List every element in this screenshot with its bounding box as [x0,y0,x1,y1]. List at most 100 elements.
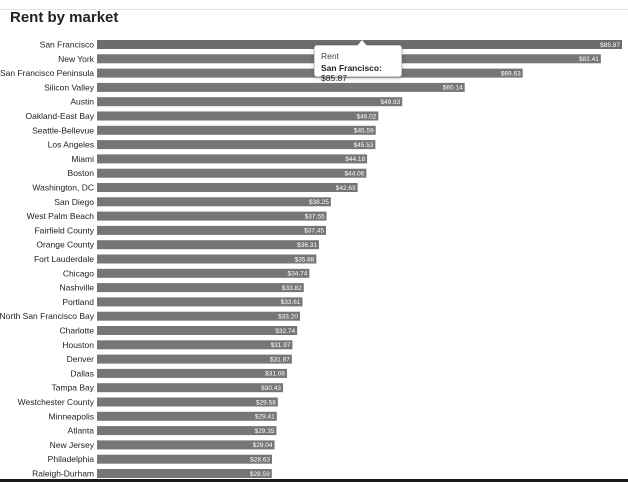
value-label-chicago: $34.74 [288,271,308,278]
category-label-silicon-valley: Silicon Valley [44,82,95,92]
bar-oakland-east-bay[interactable] [97,111,379,121]
bar-westchester-county[interactable] [97,397,278,407]
category-label-oakland-east-bay: Oakland-East Bay [25,111,94,121]
bottom-edge [0,479,628,482]
value-label-orange-county: $36.31 [297,242,317,249]
value-label-boston: $44.06 [344,171,364,178]
bar-miami[interactable] [97,154,368,164]
tooltip-caret [357,40,367,46]
bar-chicago[interactable] [97,268,310,278]
value-label-austin: $49.93 [380,99,400,106]
bar-san-diego[interactable] [97,197,331,207]
bar-west-palm-beach[interactable] [97,211,327,221]
category-label-seattle-bellevue: Seattle-Bellevue [32,125,94,135]
bar-tampa-bay[interactable] [97,383,284,393]
category-label-new-jersey: New Jersey [50,440,95,450]
category-label-san-francisco: San Francisco [40,40,95,50]
category-label-new-york: New York [58,54,95,64]
bar-atlanta[interactable] [97,426,277,436]
value-label-charlotte: $32.74 [275,328,295,335]
bar-nashville[interactable] [97,283,304,293]
category-label-orange-county: Orange County [36,240,94,250]
bar-philadelphia[interactable] [97,454,273,464]
value-label-dallas: $31.08 [265,371,285,378]
value-label-raleigh-durham: $28.59 [250,471,270,478]
category-label-westchester-county: Westchester County [18,397,95,407]
category-label-charlotte: Charlotte [60,326,95,336]
category-label-boston: Boston [68,168,95,178]
value-label-san-francisco: $85.87 [600,42,620,49]
value-label-san-diego: $38.25 [309,199,329,206]
category-label-philadelphia: Philadelphia [48,454,95,464]
value-label-san-francisco-peninsula: $69.63 [501,70,521,77]
bar-washington-dc[interactable] [97,183,358,192]
bar-austin[interactable] [97,97,403,107]
value-label-silicon-valley: $60.14 [443,85,463,92]
category-label-miami: Miami [71,154,94,164]
category-label-austin: Austin [70,97,94,107]
value-label-westchester-county: $29.58 [256,399,276,406]
value-label-tampa-bay: $30.43 [261,385,281,392]
value-label-minneapolis: $29.41 [255,414,275,421]
bar-orange-county[interactable] [97,240,319,250]
value-label-atlanta: $29.35 [255,428,275,435]
category-label-los-angeles: Los Angeles [48,140,94,150]
category-label-tampa-bay: Tampa Bay [51,383,94,393]
tooltip-separator: : [379,63,382,73]
value-label-west-palm-beach: $37.55 [305,213,325,220]
value-label-denver: $31.87 [270,356,290,363]
value-label-fairfield-county: $37.45 [304,228,324,235]
tooltip-body: San Francisco: $85.87 [321,63,382,83]
hover-tooltip: Rent San Francisco: $85.87 [314,40,402,83]
bar-charlotte[interactable] [97,326,298,335]
bar-dallas[interactable] [97,368,288,378]
value-label-houston: $31.97 [271,342,291,349]
category-label-fort-lauderdale: Fort Lauderdale [34,254,94,264]
category-label-san-diego: San Diego [54,197,94,207]
category-label-minneapolis: Minneapolis [49,411,94,421]
chart-title: Rent by market [10,9,119,26]
bar-seattle-bellevue[interactable] [97,125,376,135]
value-label-new-jersey: $29.04 [253,442,273,449]
bar-san-francisco-peninsula[interactable] [97,68,523,78]
category-label-nashville: Nashville [60,283,95,293]
value-label-philadelphia: $28.63 [250,457,270,464]
tooltip-category: San Francisco [321,63,380,73]
category-label-san-francisco-peninsula: San Francisco Peninsula [0,68,94,78]
bar-fort-lauderdale[interactable] [97,254,317,264]
bar-houston[interactable] [97,340,293,350]
bar-new-jersey[interactable] [97,440,275,450]
bar-fairfield-county[interactable] [97,225,326,235]
category-label-chicago: Chicago [63,268,94,278]
bar-north-san-francisco-bay[interactable] [97,311,300,321]
category-label-fairfield-county: Fairfield County [34,225,94,235]
tooltip-series-name: Rent [321,51,339,61]
value-label-north-san-francisco-bay: $33.20 [278,314,298,321]
category-label-denver: Denver [67,354,95,364]
value-label-new-york: $82.41 [579,56,599,63]
value-label-los-angeles: $45.53 [353,142,373,149]
category-label-houston: Houston [62,340,94,350]
category-label-raleigh-durham: Raleigh-Durham [32,469,94,479]
category-label-north-san-francisco-bay: North San Francisco Bay [0,311,95,321]
bar-minneapolis[interactable] [97,411,277,421]
value-label-miami: $44.18 [345,156,365,163]
bar-denver[interactable] [97,354,292,364]
category-label-washington-dc: Washington, DC [32,183,94,193]
value-label-portland: $33.61 [281,299,301,306]
top-divider [0,9,628,10]
tooltip-value: $85.87 [321,73,347,83]
category-label-portland: Portland [62,297,94,307]
bar-raleigh-durham[interactable] [97,469,272,478]
value-label-seattle-bellevue: $45.59 [354,128,374,135]
bar-portland[interactable] [97,297,303,307]
bar-silicon-valley[interactable] [97,82,465,92]
bar-boston[interactable] [97,168,367,178]
value-label-fort-lauderdale: $35.88 [294,256,314,263]
category-label-atlanta: Atlanta [68,426,95,436]
bar-los-angeles[interactable] [97,140,376,150]
value-label-washington-dc: $42.63 [336,185,356,192]
category-label-west-palm-beach: West Palm Beach [27,211,95,221]
